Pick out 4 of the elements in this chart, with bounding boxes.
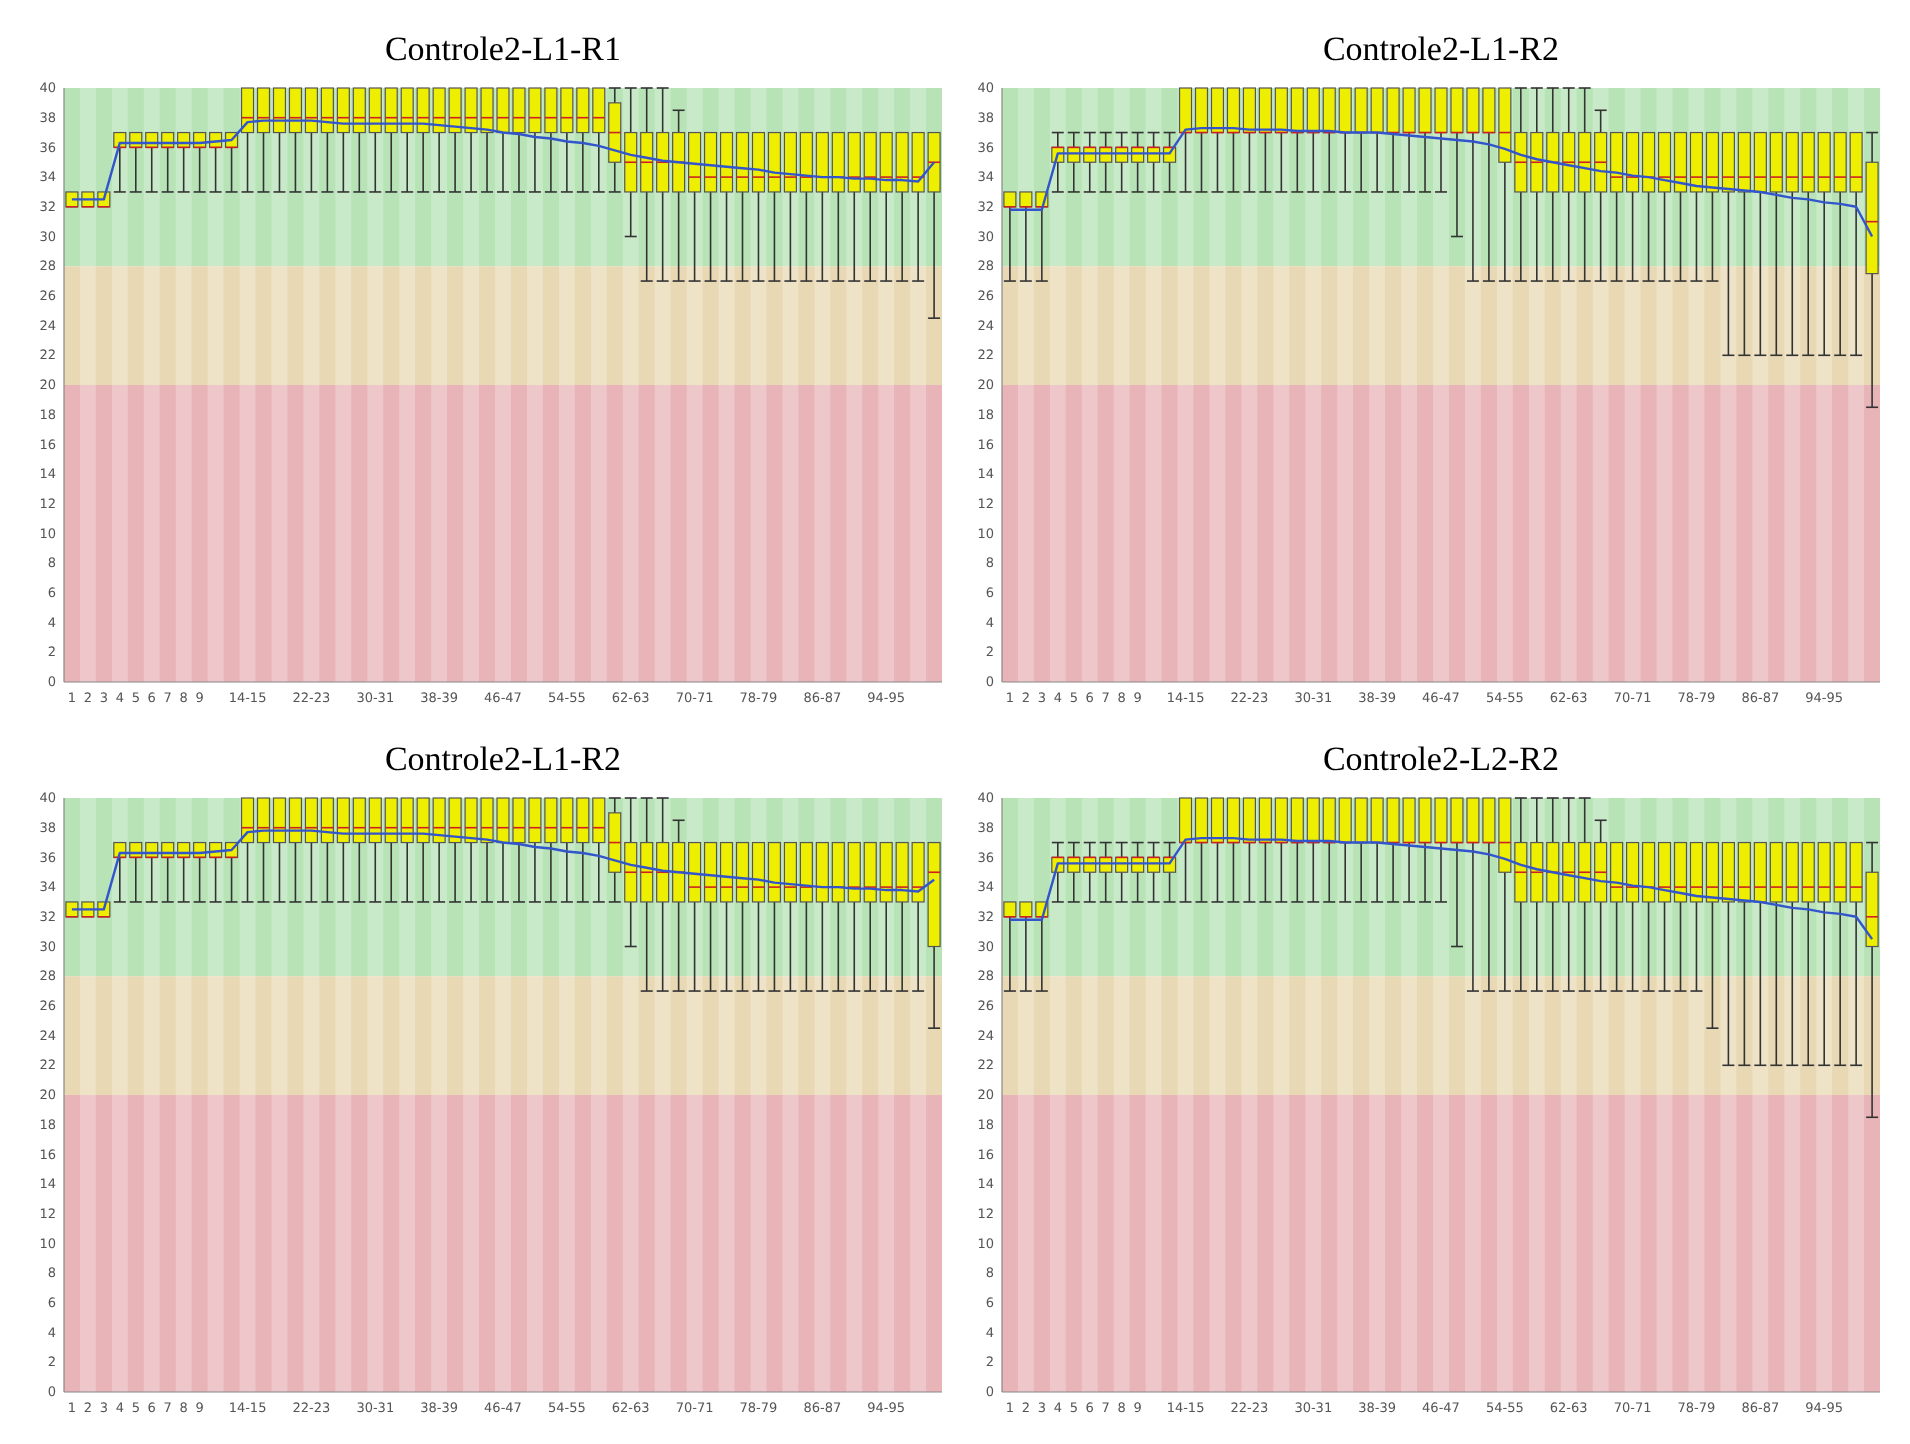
chart-title: Controle2-L2-R2 [1322,740,1560,778]
chart-title: Controle2-L1-R2 [1322,30,1560,68]
chart-title: Controle2-L1-R2 [384,740,622,778]
chart-title: Controle2-L1-R1 [384,30,622,68]
